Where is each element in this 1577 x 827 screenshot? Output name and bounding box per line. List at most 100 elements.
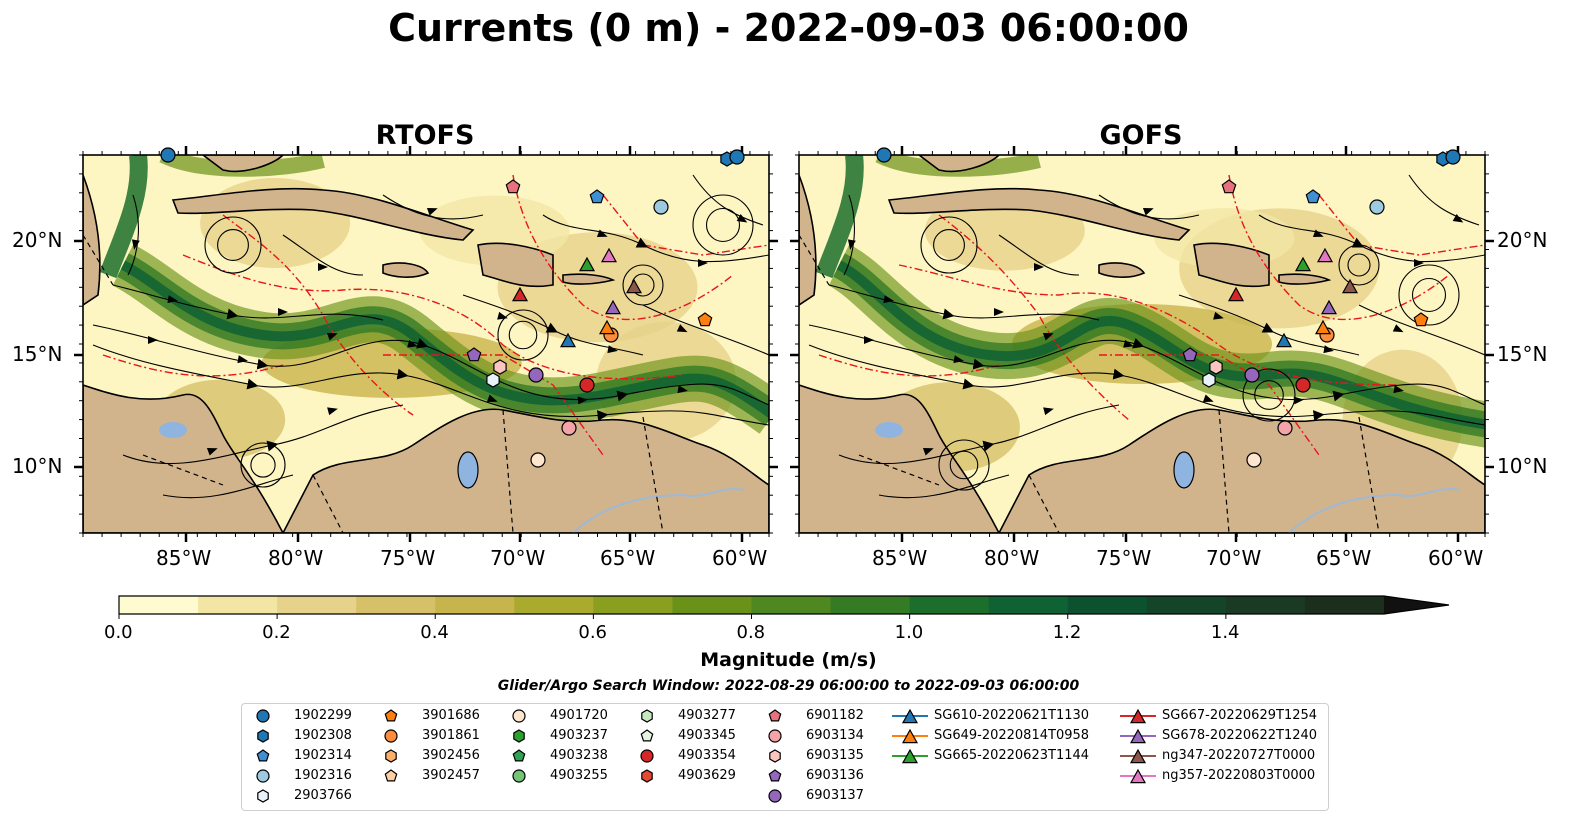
hexagon-icon (385, 749, 397, 763)
lake-maracaibo (457, 451, 479, 489)
eddy-streamline (1338, 244, 1380, 286)
eddy-streamline (240, 442, 286, 488)
streamline-arrow (883, 295, 894, 304)
legend-label: 6903134 (806, 728, 864, 743)
map-marker (486, 372, 500, 388)
streamline (1098, 194, 1200, 220)
map-marker (1221, 179, 1237, 194)
legend-label: 4903345 (678, 728, 736, 743)
colorbar (118, 595, 1450, 619)
legend-label: SG649-20220814T0958 (934, 728, 1090, 743)
legend-label: 3901686 (422, 708, 480, 723)
legend-marker (1120, 708, 1156, 724)
panel-title-rtofs: RTOFS (375, 120, 475, 151)
streamline-arrow (607, 345, 618, 354)
streamline-arrow (1123, 339, 1134, 348)
tick-label: 75°W (1096, 546, 1152, 570)
legend-label: 4903255 (550, 768, 608, 783)
streamline (542, 214, 769, 263)
circle-icon (640, 749, 654, 763)
map-marker (1341, 278, 1359, 294)
map-marker (589, 189, 605, 204)
gofs-map (790, 146, 1494, 542)
lake-nicaragua (159, 422, 187, 438)
legend-label: 1902316 (294, 768, 352, 783)
triangle-icon (901, 708, 919, 724)
circle-icon (256, 709, 270, 723)
colorbar-segment (988, 596, 1069, 614)
legend-label: 3902457 (422, 768, 480, 783)
tick-label: 85°W (156, 546, 212, 570)
tick-label: 75°W (380, 546, 436, 570)
legend-label: SG665-20220623T1144 (934, 748, 1090, 763)
streamline-arrow (736, 214, 748, 223)
streamline-arrow (1202, 394, 1214, 403)
circle-icon (768, 729, 782, 743)
map-marker (559, 332, 577, 348)
map-marker (1182, 347, 1198, 362)
map-marker (578, 256, 596, 272)
streamline-arrow (677, 385, 688, 394)
legend-marker (892, 728, 928, 744)
legend-marker (1120, 768, 1156, 784)
map-marker (600, 247, 618, 263)
circle-icon (256, 769, 270, 783)
map-marker (1316, 247, 1334, 263)
legend-label: 4903277 (678, 708, 736, 723)
colorbar-tick-label: 0.2 (262, 622, 291, 643)
streamline-arrow (1034, 263, 1044, 271)
map-marker (579, 377, 595, 393)
tick-label: 60°W (712, 546, 768, 570)
legend-marker (640, 749, 654, 763)
map-marker (729, 149, 745, 165)
legend-marker (641, 709, 653, 723)
tick-label: 65°W (1316, 546, 1372, 570)
map-marker (604, 299, 622, 315)
streamline-arrow (922, 447, 934, 456)
tick-label: 85°W (872, 546, 928, 570)
land-polygon (887, 187, 1191, 241)
land-polygon (1278, 273, 1332, 285)
tick-label: 20°N (12, 228, 63, 252)
streamline (92, 324, 769, 406)
pentagon-icon (256, 749, 270, 762)
figure-title: Currents (0 m) - 2022-09-03 06:00:00 (388, 6, 1189, 50)
legend-label: 4901720 (550, 708, 608, 723)
hexagon-icon (257, 789, 269, 803)
circle-icon (512, 769, 526, 783)
colorbar-segment (514, 596, 594, 614)
streamline (112, 284, 384, 321)
legend-marker (385, 749, 397, 763)
streamline-arrow (1213, 311, 1224, 320)
map-marker (1445, 149, 1461, 165)
streamline-arrow (327, 407, 338, 416)
legend-label: 6901182 (806, 708, 864, 723)
search-window-text: Glider/Argo Search Window: 2022-08-29 06… (497, 678, 1080, 694)
streamline-arrow (1393, 385, 1404, 394)
land-polygon (562, 273, 616, 285)
legend-marker (768, 789, 782, 803)
eddy-streamline (622, 264, 664, 306)
legend-marker (257, 789, 269, 803)
map-marker (528, 367, 544, 383)
eddy-streamline (204, 216, 262, 274)
legend-marker (768, 769, 782, 782)
tick-label: 60°W (1428, 546, 1484, 570)
panel-title-gofs: GOFS (1099, 120, 1183, 151)
legend-marker (641, 769, 653, 783)
map-marker (511, 286, 529, 302)
streamline-arrow (407, 339, 418, 348)
colorbar-tick-label: 1.0 (894, 622, 924, 643)
legend-marker (512, 709, 526, 723)
map-marker (561, 420, 577, 436)
lake-nicaragua (875, 422, 903, 438)
colorbar-extend-arrow (1384, 596, 1449, 614)
colorbar-segment (1225, 596, 1306, 614)
legend-marker (384, 769, 398, 782)
streamline-arrow (994, 308, 1004, 316)
streamline-arrow (1452, 214, 1464, 223)
legend-label: 4903237 (550, 728, 608, 743)
tick-label: 80°W (268, 546, 324, 570)
colorbar-tick-label: 0.0 (104, 622, 133, 643)
legend: 1902299 1902308 1902314 1902316 2903766 39016… (241, 703, 1329, 811)
